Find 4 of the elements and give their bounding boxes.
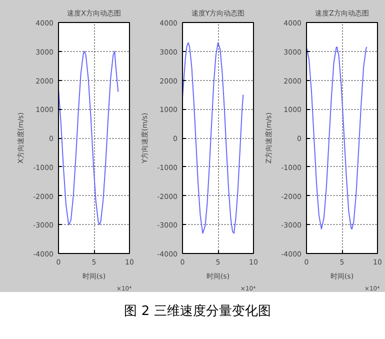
caption: 图 2 三维速度分量变化图 [124, 303, 271, 321]
line-series [306, 46, 368, 230]
line-series [182, 42, 244, 234]
line-series [58, 50, 119, 226]
